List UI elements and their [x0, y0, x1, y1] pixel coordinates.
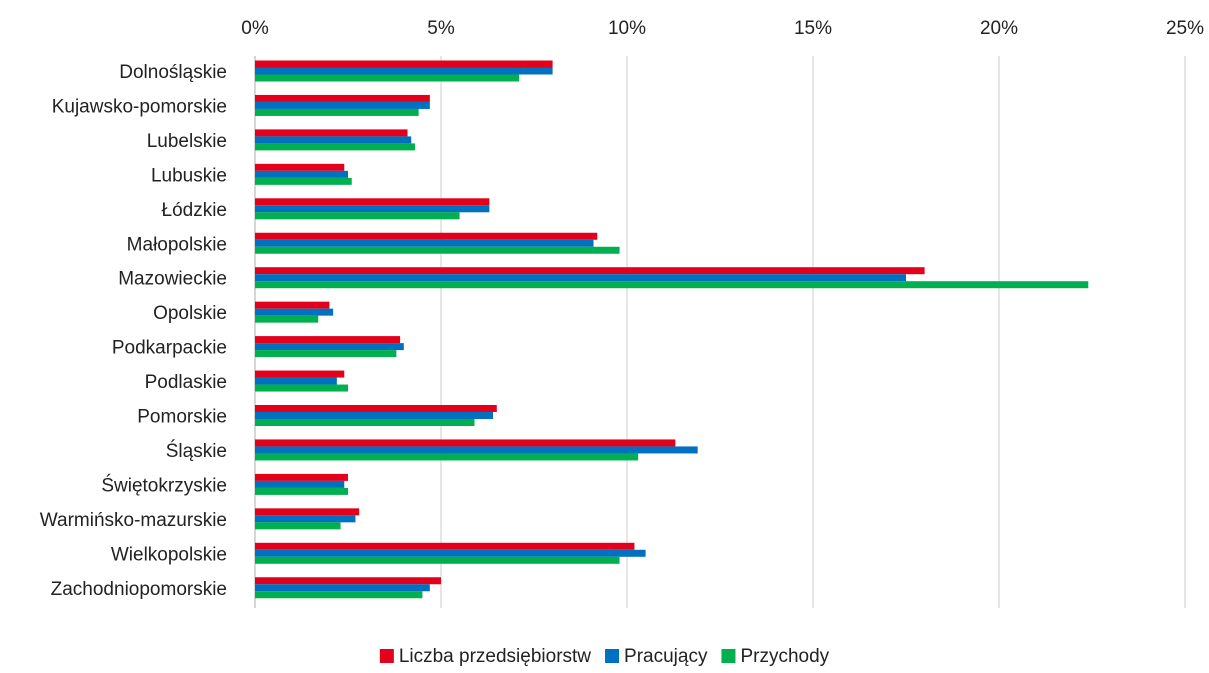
bar-przychody-podlaskie — [255, 384, 348, 392]
bar-przychody-lubelskie — [255, 143, 415, 151]
bar-pracujacy-lubuskie — [255, 170, 348, 178]
bar-liczba-przedsiebiorstw-wielkopolskie — [255, 542, 635, 550]
bar-liczba-przedsiebiorstw-lubuskie — [255, 163, 345, 171]
bar-liczba-przedsiebiorstw-slaskie — [255, 439, 676, 447]
bar-pracujacy-lodzkie — [255, 205, 490, 213]
category-label: Lubelskie — [147, 131, 227, 152]
legend-swatch — [379, 649, 394, 663]
bar-przychody-slaskie — [255, 453, 639, 461]
bar-pracujacy-kujawsko-pomorskie — [255, 101, 430, 109]
bar-pracujacy-opolskie — [255, 308, 334, 316]
category-label: Podlaskie — [145, 372, 227, 393]
legend-label: Pracujący — [624, 646, 708, 667]
bar-liczba-przedsiebiorstw-zachodniopomorskie — [255, 577, 441, 585]
category-label: Podkarpackie — [112, 338, 227, 359]
bar-pracujacy-warminsko-mazurskie — [255, 515, 356, 523]
category-label: Kujawsko-pomorskie — [52, 96, 227, 117]
bar-liczba-przedsiebiorstw-lodzkie — [255, 198, 490, 206]
x-tick-label: 15% — [794, 18, 832, 39]
bar-przychody-lubuskie — [255, 177, 352, 185]
bar-pracujacy-wielkopolskie — [255, 549, 646, 557]
bar-przychody-wielkopolskie — [255, 556, 620, 564]
category-label: Małopolskie — [127, 234, 227, 255]
bar-pracujacy-zachodniopomorskie — [255, 584, 430, 592]
legend-swatch — [721, 649, 736, 663]
category-label: Zachodniopomorskie — [51, 579, 227, 600]
bar-pracujacy-swietokrzyskie — [255, 480, 345, 488]
bar-pracujacy-slaskie — [255, 446, 698, 454]
bar-przychody-lodzkie — [255, 212, 460, 220]
bar-pracujacy-pomorskie — [255, 412, 494, 419]
category-label: Pomorskie — [137, 407, 227, 428]
bar-liczba-przedsiebiorstw-dolnoslaskie — [255, 60, 553, 68]
bar-liczba-przedsiebiorstw-pomorskie — [255, 405, 497, 412]
category-label: Warmińsko-mazurskie — [40, 510, 227, 531]
legend-item-przychody: Przychody — [721, 646, 830, 667]
x-tick-label: 10% — [608, 18, 646, 39]
category-labels: Dolnośląskie Kujawsko-pomorskie Lubelskie L… — [40, 62, 227, 600]
bar-przychody-pomorskie — [255, 419, 475, 426]
bar-pracujacy-podkarpackie — [255, 343, 404, 351]
legend-swatch — [605, 649, 620, 663]
bar-liczba-przedsiebiorstw-podlaskie — [255, 370, 345, 378]
bars — [255, 60, 1089, 599]
category-label: Wielkopolskie — [111, 544, 227, 565]
category-label: Świętokrzyskie — [101, 474, 227, 496]
legend-item-pracujacy: Pracujący — [605, 646, 708, 667]
legend: Liczba przedsiębiorstw Pracujący Przychody — [379, 646, 830, 667]
bar-liczba-przedsiebiorstw-mazowieckie — [255, 267, 925, 275]
bar-liczba-przedsiebiorstw-warminsko-mazurskie — [255, 508, 360, 516]
bar-przychody-mazowieckie — [255, 281, 1089, 289]
legend-label: Liczba przedsiębiorstw — [399, 646, 591, 667]
category-label: Lubuskie — [151, 165, 227, 186]
bar-pracujacy-mazowieckie — [255, 274, 906, 282]
bar-liczba-przedsiebiorstw-podkarpackie — [255, 336, 401, 344]
bar-pracujacy-podlaskie — [255, 377, 337, 385]
bar-pracujacy-lubelskie — [255, 136, 412, 144]
legend-item-liczba-przedsiebiorstw: Liczba przedsiębiorstw — [379, 646, 591, 667]
bar-liczba-przedsiebiorstw-kujawsko-pomorskie — [255, 94, 430, 102]
category-label: Łódzkie — [162, 200, 228, 221]
bar-przychody-swietokrzyskie — [255, 487, 348, 495]
bar-pracujacy-dolnoslaskie — [255, 67, 553, 75]
legend-label: Przychody — [740, 646, 829, 667]
category-label: Śląskie — [166, 440, 227, 462]
bar-liczba-przedsiebiorstw-malopolskie — [255, 232, 598, 240]
category-label: Mazowieckie — [118, 269, 227, 290]
bar-przychody-opolskie — [255, 315, 319, 323]
bar-przychody-warminsko-mazurskie — [255, 522, 341, 530]
x-axis-tick-labels: 0% 5% 10% 15% 20% 25% — [241, 18, 1204, 39]
bar-liczba-przedsiebiorstw-swietokrzyskie — [255, 473, 348, 481]
bar-przychody-dolnoslaskie — [255, 74, 520, 82]
category-label: Opolskie — [153, 303, 227, 324]
gridlines — [440, 56, 1186, 608]
x-tick-label: 0% — [241, 18, 269, 39]
bar-liczba-przedsiebiorstw-opolskie — [255, 301, 330, 309]
bar-liczba-przedsiebiorstw-lubelskie — [255, 129, 408, 137]
x-tick-label: 20% — [980, 18, 1018, 39]
bar-pracujacy-malopolskie — [255, 239, 594, 247]
x-tick-label: 5% — [427, 18, 455, 39]
bar-przychody-kujawsko-pomorskie — [255, 108, 419, 116]
category-label: Dolnośląskie — [119, 62, 227, 83]
x-tick-label: 25% — [1166, 18, 1204, 39]
bar-przychody-malopolskie — [255, 246, 620, 254]
bar-przychody-zachodniopomorskie — [255, 591, 423, 599]
bar-przychody-podkarpackie — [255, 350, 397, 358]
